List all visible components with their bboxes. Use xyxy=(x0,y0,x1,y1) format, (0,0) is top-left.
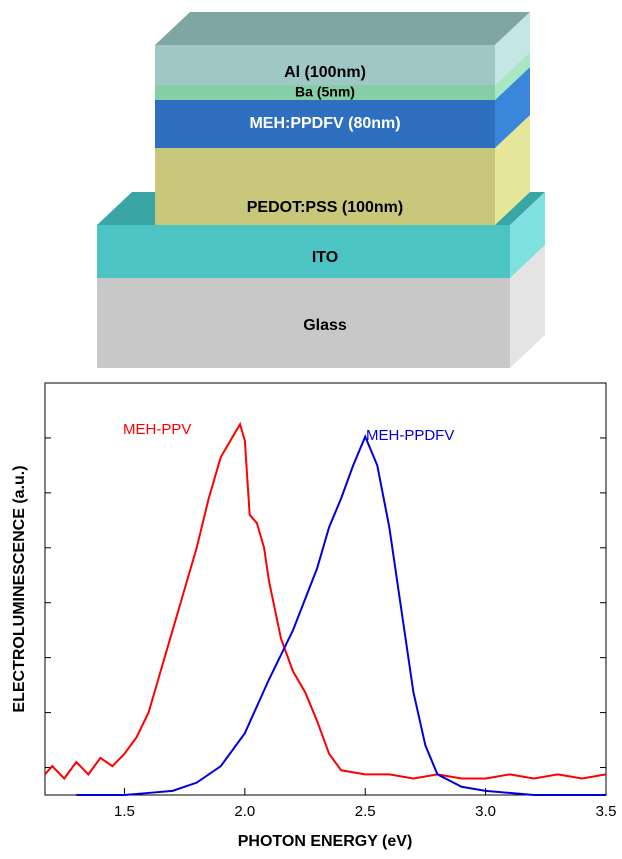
device-stack: Al (100nm) Ba (5nm) MEH:PPDFV (80nm) PED… xyxy=(97,12,545,368)
x-tick-label: 3.0 xyxy=(475,803,496,820)
series-label: MEH-PPDFV xyxy=(366,427,454,444)
layer-label: Al (100nm) xyxy=(284,64,366,81)
figure: Al (100nm) Ba (5nm) MEH:PPDFV (80nm) PED… xyxy=(0,0,622,854)
x-tick-label: 3.5 xyxy=(596,803,617,820)
layer-label: Ba (5nm) xyxy=(295,84,355,100)
series-line xyxy=(45,424,606,778)
x-tick-label: 1.5 xyxy=(114,803,135,820)
x-axis-label: PHOTON ENERGY (eV) xyxy=(238,833,413,850)
y-axis-label: ELECTROLUMINESCENCE (a.u.) xyxy=(11,465,28,712)
layer-label: Glass xyxy=(303,317,347,334)
layer-label: MEH:PPDFV (80nm) xyxy=(249,115,400,132)
layer-label: PEDOT:PSS (100nm) xyxy=(247,199,403,216)
plot-frame xyxy=(45,383,606,795)
series-line xyxy=(76,437,606,795)
layer-label: ITO xyxy=(312,249,338,266)
x-tick-label: 2.5 xyxy=(355,803,376,820)
series-label: MEH-PPV xyxy=(123,421,191,438)
x-tick-label: 2.0 xyxy=(234,803,255,820)
